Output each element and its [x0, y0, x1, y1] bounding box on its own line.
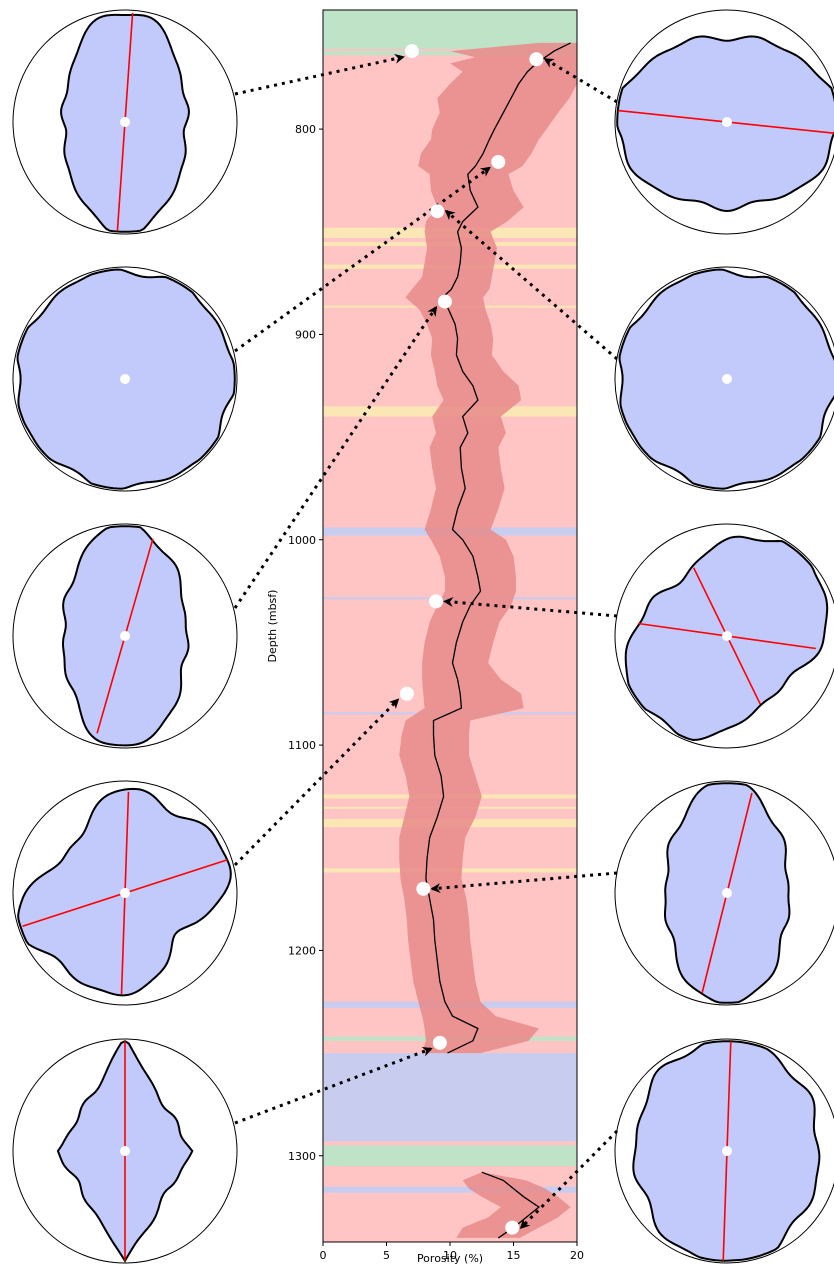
y-tick-label: 1300: [288, 1150, 316, 1163]
y-tick-label: 1100: [288, 739, 316, 752]
sample-marker: [491, 154, 506, 169]
sample-marker: [437, 294, 452, 309]
shape-panel-right-2: [614, 523, 834, 749]
connector-right-1: [444, 209, 618, 361]
shape-panel-right-4: [614, 1038, 834, 1264]
sample-marker: [416, 881, 431, 896]
shape-panel-left-3: [12, 780, 238, 1006]
porosity-envelope-lower: [456, 1172, 571, 1238]
lithology-band: [323, 1145, 577, 1167]
shape-panels: [12, 9, 834, 1264]
sample-marker: [529, 52, 544, 67]
lithology-band: [323, 1077, 577, 1142]
sample-marker: [429, 594, 444, 609]
lithology-band: [323, 10, 577, 50]
axes: Porosity (%) Depth (mbsf) 0 5 10 15 20 800 900…: [266, 123, 584, 1265]
shape-panel-left-2: [12, 523, 238, 749]
sample-marker: [404, 44, 419, 59]
x-tick-label: 20: [570, 1249, 584, 1262]
y-tick-label: 1000: [288, 534, 316, 547]
connector-lines: [233, 44, 619, 1235]
shape-panel-left-0: [12, 9, 238, 235]
shape-panel-right-1: [614, 266, 834, 492]
x-tick-label: 15: [507, 1249, 521, 1262]
panel-center-dot: [120, 1146, 130, 1156]
x-tick-label: 10: [443, 1249, 457, 1262]
porosity-line-upper: [425, 42, 571, 1054]
panel-center-dot: [722, 1146, 732, 1156]
panel-center-dot: [120, 374, 130, 384]
y-axis-label: Depth (mbsf): [266, 590, 279, 663]
connector-right-3: [430, 871, 618, 894]
panel-center-dot: [722, 631, 732, 641]
panel-center-dot: [120, 888, 130, 898]
panel-center-dot: [722, 888, 732, 898]
y-tick-label: 1200: [288, 944, 316, 957]
y-tick-label: 900: [295, 328, 316, 341]
sample-marker: [432, 1035, 447, 1050]
lithology-band: [323, 1053, 577, 1078]
sample-marker: [430, 204, 445, 219]
panel-center-dot: [722, 374, 732, 384]
connector-left-3: [233, 698, 400, 867]
shape-panel-left-4: [12, 1038, 238, 1264]
panel-center-dot: [722, 117, 732, 127]
sample-marker: [505, 1220, 520, 1235]
sample-marker: [399, 686, 414, 701]
panel-center-dot: [120, 631, 130, 641]
connector-right-4: [519, 1129, 619, 1230]
shape-panel-right-0: [614, 9, 834, 235]
panel-center-dot: [120, 117, 130, 127]
connector-right-0: [543, 57, 618, 104]
x-tick-label: 5: [383, 1249, 390, 1262]
shape-panel-right-3: [614, 780, 834, 1006]
shape-panel-left-1: [12, 266, 238, 492]
lithology-band: [323, 1186, 577, 1193]
x-tick-label: 0: [320, 1249, 327, 1262]
y-tick-label: 800: [295, 123, 316, 136]
x-axis-label: Porosity (%): [417, 1252, 483, 1265]
lithology-band: [323, 51, 577, 56]
connector-left-4: [234, 1046, 433, 1125]
